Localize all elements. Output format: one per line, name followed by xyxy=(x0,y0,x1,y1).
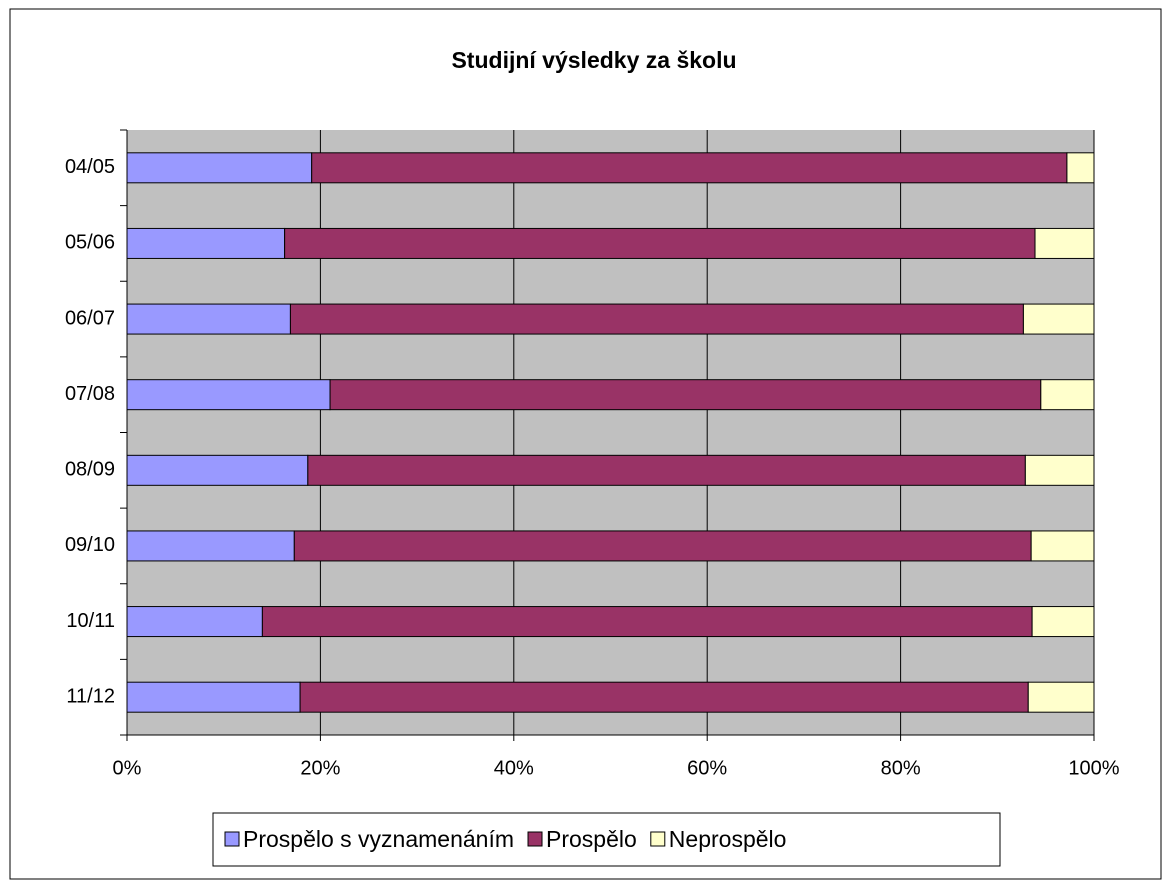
y-tick-label: 11/12 xyxy=(66,685,115,707)
bar-segment xyxy=(289,303,1024,335)
y-tick-label: 06/07 xyxy=(65,307,115,329)
legend-swatch xyxy=(527,831,543,847)
y-tick-label: 04/05 xyxy=(65,156,115,178)
bar-segment xyxy=(1040,379,1095,411)
bar-segment xyxy=(1034,227,1095,259)
bar-segment xyxy=(307,454,1026,486)
legend-box xyxy=(212,812,1001,867)
y-tick-label: 10/11 xyxy=(66,610,115,632)
legend-label: Prospělo s vyznamenáním xyxy=(243,826,514,852)
bar-segment xyxy=(126,530,295,562)
x-tick-label: 60% xyxy=(687,757,727,779)
x-tick-label: 40% xyxy=(494,757,534,779)
y-tick-label: 05/06 xyxy=(65,232,115,254)
legend-label: Neprospělo xyxy=(669,826,787,852)
bar-segment xyxy=(126,606,263,638)
bar-segment xyxy=(1024,454,1095,486)
x-tick-label: 100% xyxy=(1068,757,1119,779)
x-tick-label: 80% xyxy=(881,757,921,779)
x-tick-label: 0% xyxy=(113,757,142,779)
bar-segment xyxy=(261,606,1033,638)
bar-segment xyxy=(284,227,1036,259)
x-tick-label: 20% xyxy=(300,757,340,779)
bar-segment xyxy=(126,152,313,184)
bar-segment xyxy=(126,454,309,486)
chart-title: Studijní výsledky za školu xyxy=(451,47,736,73)
bar-segment xyxy=(1031,606,1095,638)
bar-segment xyxy=(311,152,1068,184)
bar-segment xyxy=(1022,303,1095,335)
bar-segment xyxy=(126,303,291,335)
legend-label: Prospělo xyxy=(546,826,637,852)
bar-segment xyxy=(1066,152,1095,184)
y-tick-label: 07/08 xyxy=(65,383,115,405)
bar-segment xyxy=(126,681,301,713)
y-tick-label: 08/09 xyxy=(65,459,115,481)
plot-area xyxy=(127,130,1094,735)
bar-segment xyxy=(1030,530,1095,562)
bar-segment xyxy=(126,379,331,411)
legend-swatch xyxy=(224,831,240,847)
bar-segment xyxy=(293,530,1032,562)
bar-segment xyxy=(329,379,1042,411)
bar-segment xyxy=(1027,681,1095,713)
bar-segment xyxy=(299,681,1029,713)
legend-swatch xyxy=(650,831,666,847)
y-tick-label: 09/10 xyxy=(65,534,115,556)
bar-segment xyxy=(126,227,286,259)
